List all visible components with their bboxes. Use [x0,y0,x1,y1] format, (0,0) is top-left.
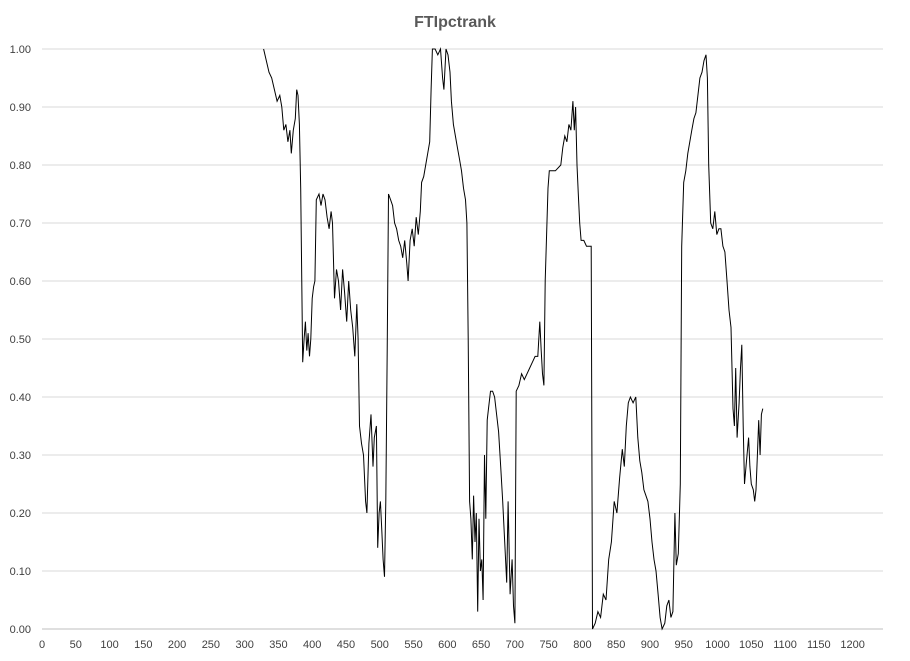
x-tick-label: 550 [404,639,422,651]
x-tick-label: 1200 [840,639,864,651]
x-tick-label: 500 [371,639,389,651]
y-tick-label: 0.80 [10,160,31,172]
x-tick-label: 100 [100,639,118,651]
x-tick-label: 850 [607,639,625,651]
x-tick-label: 650 [472,639,490,651]
y-tick-label: 0.60 [10,276,31,288]
x-tick-label: 800 [573,639,591,651]
y-tick-label: 0.20 [10,508,31,520]
y-tick-label: 0.50 [10,334,31,346]
series-group [263,47,764,631]
chart-title: FTIpctrank [414,14,496,31]
x-tick-label: 300 [235,639,253,651]
y-tick-label: 0.90 [10,102,31,114]
y-tick-label: 0.30 [10,450,31,462]
y-tick-label: 0.40 [10,392,31,404]
x-tick-label: 250 [202,639,220,651]
y-tick-label: 0.70 [10,218,31,230]
x-tick-label: 600 [438,639,456,651]
y-tick-label: 0.00 [10,624,31,636]
x-tick-label: 0 [39,639,45,651]
x-tick-label: 150 [134,639,152,651]
x-tick-label: 1150 [807,639,831,651]
y-tick-label: 0.10 [10,566,31,578]
x-tick-label: 200 [168,639,186,651]
x-tick-label: 1100 [773,639,797,651]
y-tick-label: 1.00 [10,44,31,56]
x-tick-label: 50 [70,639,82,651]
x-tick-label: 700 [506,639,524,651]
x-tick-label: 900 [641,639,659,651]
x-tick-label: 1050 [739,639,763,651]
y-axis-tick-labels: 0.00 0.10 0.20 0.30 0.40 0.50 0.60 0.70 0.80 0.90… [10,44,31,636]
series-line-0 [263,47,764,631]
gridlines [42,48,883,572]
x-tick-label: 950 [675,639,693,651]
x-tick-label: 750 [539,639,557,651]
x-tick-label: 400 [303,639,321,651]
x-tick-label: 1000 [705,639,729,651]
x-axis-tick-labels: 0 50 100 150 200 250 300 350 400 450 500 550 600 650 7… [39,639,865,651]
x-tick-label: 350 [269,639,287,651]
x-tick-label: 450 [337,639,355,651]
